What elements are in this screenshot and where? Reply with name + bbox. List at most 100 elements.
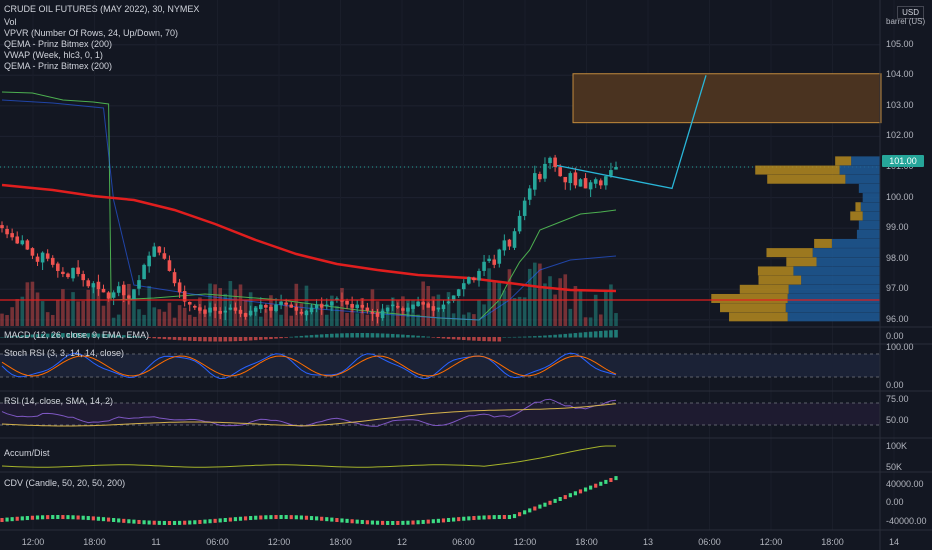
cdv-label[interactable]: CDV (Candle, 50, 20, 50, 200) [4,478,126,488]
volume-bar [497,282,502,326]
stoch-tick-0: 0.00 [886,380,904,390]
cdv-candle [259,515,263,520]
accum-label[interactable]: Accum/Dist [4,448,50,458]
vp-down-bar [766,248,813,258]
candle-body [198,307,202,311]
candle-body [289,304,294,308]
cdv-candle [46,515,50,520]
x-tick-label: 13 [642,537,654,547]
macd-histogram-bar [15,335,20,338]
cdv-tick-40000: 40000.00 [886,479,924,489]
volume-bar [56,300,60,326]
volume-bar [284,302,288,326]
macd-histogram-bar [20,335,25,338]
volume-bar [487,268,491,326]
volume-bar [370,289,375,326]
candle-body [66,273,70,278]
candle-body [35,256,40,262]
indicator-vol[interactable]: Vol [4,17,17,27]
currency-badge[interactable]: USD [897,6,924,19]
volume-bar [609,284,613,326]
cdv-candle [380,520,385,525]
cdv-candle [477,515,481,520]
cdv-candle [462,516,466,521]
cdv-candle [233,517,238,522]
macd-histogram-bar [132,335,136,338]
cdv-candle [360,519,364,524]
candle-body [538,173,542,180]
stoch-label[interactable]: Stoch RSI (3, 3, 14, 14, close) [4,348,125,358]
candle-body [461,283,466,290]
vp-up-bar [816,257,880,267]
cdv-candle [81,515,85,520]
vp-down-bar [767,174,846,184]
volume-bar [157,309,162,326]
macd-histogram-bar [477,337,481,341]
cdv-candle [411,520,415,525]
volume-bar [507,269,512,326]
macd-histogram-bar [578,332,583,338]
candle-body [61,271,65,275]
macd-histogram-bar [162,337,167,340]
macd-histogram-bar [253,337,258,341]
cdv-candle [147,520,151,525]
cdv-candle [304,515,309,520]
cdv-candle [198,519,202,524]
indicator-qema-1[interactable]: QEMA - Prinz Bitmex (200) [4,39,113,49]
candle-body [182,291,187,302]
indicator-vpvr[interactable]: VPVR (Number Of Rows, 24, Up/Down, 70) [4,28,179,38]
candle-body [243,313,248,317]
volume-bar [553,294,557,326]
macd-histogram-bar [380,333,385,338]
cdv-candle [426,519,430,524]
macd-histogram-bar [375,333,380,338]
volume-bar [96,289,101,326]
cdv-candle [355,519,359,524]
cdv-candle [330,517,334,522]
cdv-candle [223,517,227,522]
candle-body [543,163,547,179]
candle-body [380,310,385,319]
candle-body [314,304,319,309]
cdv-candle [335,518,339,523]
cdv-candle [279,515,283,519]
macd-histogram-bar [172,337,177,340]
volume-bar [598,314,603,326]
x-tick-label: 12:00 [513,537,537,547]
rsi-label[interactable]: RSI (14, close, SMA, 14, 2) [4,396,114,406]
volume-bar [172,317,177,326]
candle-body [335,298,339,301]
volume-bar [461,314,466,326]
candle-body [573,172,578,186]
candle-body [248,310,253,316]
candle-body [162,253,167,259]
macd-label[interactable]: MACD (12, 26, close, 9, EMA, EMA) [4,330,150,340]
volume-bar [218,288,222,326]
macd-histogram-bar [96,333,101,338]
accum-tick-100k: 100K [886,441,908,451]
cdv-candle [112,518,116,523]
x-tick-label: 12:00 [21,537,45,547]
symbol-title[interactable]: CRUDE OIL FUTURES (MAY 2022), 30, NYMEX [4,4,200,14]
candle-body [269,306,273,311]
cdv-candle [512,514,517,519]
cdv-candle [289,515,293,520]
x-tick-label: 12 [396,537,408,547]
macd-histogram-bar [91,333,96,338]
macd-histogram-bar [198,337,202,342]
volume-bar [340,287,344,326]
candle-body [172,272,177,284]
volume-bar [71,292,75,326]
volume-bar [324,314,329,326]
volume-bar [45,312,50,326]
volume-bar [66,300,70,326]
indicator-qema-2[interactable]: QEMA - Prinz Bitmex (200) [4,61,113,71]
cdv-tick-0: 0.00 [886,497,904,507]
candle-body [121,284,126,296]
indicator-vwap[interactable]: VWAP (Week, hlc3, 0, 1) [4,50,103,60]
volume-bar [568,308,573,326]
macd-histogram-bar [106,334,111,338]
cdv-candle [137,519,141,524]
macd-histogram-bar [598,330,603,338]
